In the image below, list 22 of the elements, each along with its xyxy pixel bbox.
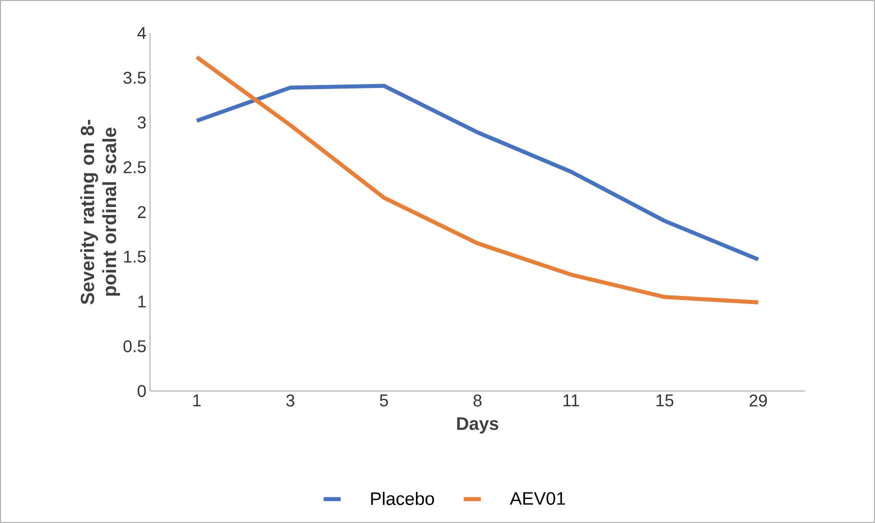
y-tick-label: 0 xyxy=(138,384,146,398)
y-tick-label: 4 xyxy=(137,27,146,39)
x-tick-label: 1 xyxy=(193,394,201,406)
y-tick-label: 1.5 xyxy=(124,250,146,263)
y-tick-label: 2.5 xyxy=(124,161,146,174)
x-tick-label: 8 xyxy=(474,394,482,407)
y-tick-label: 0.5 xyxy=(123,340,146,352)
y-tick-label: 2 xyxy=(138,206,146,218)
line-series xyxy=(194,84,760,262)
legend-label: AEV01 xyxy=(510,492,565,505)
y-tick-label: 3 xyxy=(138,116,146,129)
line-series xyxy=(194,55,760,304)
x-tick-label: 15 xyxy=(656,394,674,406)
y-tick-label: 3.5 xyxy=(123,72,146,84)
legend-label: Placebo xyxy=(371,492,434,506)
y-tick-label: 1 xyxy=(138,296,146,308)
y-axis-title: Severity rating on 8-point ordinal scale xyxy=(80,120,120,304)
x-axis-title: Days xyxy=(457,417,498,434)
x-tick-label: 5 xyxy=(380,394,388,406)
x-tick-label: 3 xyxy=(286,394,294,407)
x-tick-label: 11 xyxy=(564,394,580,406)
x-tick-label: 29 xyxy=(750,394,767,407)
